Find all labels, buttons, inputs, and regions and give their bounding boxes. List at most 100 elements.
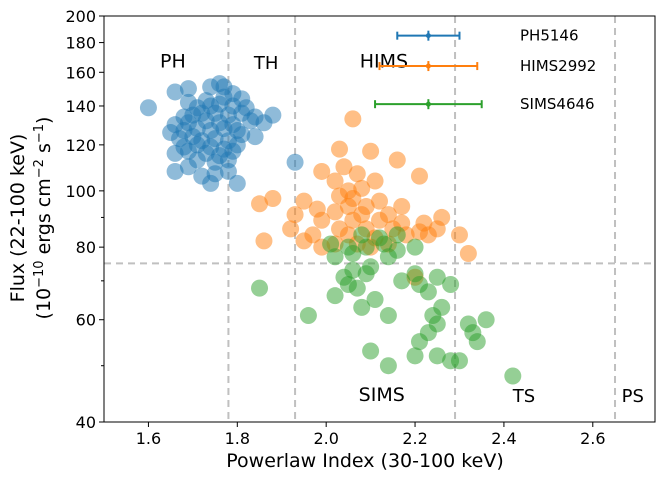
- data-point: [202, 174, 220, 192]
- data-point: [371, 211, 388, 229]
- data-point: [166, 162, 184, 180]
- data-point: [379, 248, 397, 266]
- data-point: [179, 158, 197, 176]
- data-point: [419, 283, 437, 301]
- x-tick-label: 2.0: [313, 429, 338, 448]
- data-point: [339, 197, 357, 215]
- y-axis-label-line2: (10−10 ergs cm−2 s−1): [32, 117, 56, 320]
- data-point: [166, 144, 184, 162]
- data-point: [379, 357, 397, 375]
- data-point: [477, 311, 495, 329]
- data-point: [393, 197, 411, 215]
- legend-marker: [425, 63, 431, 69]
- y-tick-label: 100: [65, 182, 96, 201]
- data-point: [344, 245, 362, 263]
- y-tick-label: 60: [76, 311, 96, 330]
- data-point: [326, 287, 344, 305]
- data-point: [264, 190, 282, 208]
- region-label-ph: PH: [160, 51, 186, 73]
- data-point: [326, 203, 344, 221]
- data-point: [410, 167, 428, 185]
- data-point: [313, 211, 331, 229]
- data-point: [331, 140, 349, 158]
- data-point: [388, 226, 406, 244]
- y-axis-label-line1: Flux (22-100 keV): [7, 134, 29, 303]
- data-point: [299, 307, 317, 325]
- x-tick-label: 1.6: [136, 429, 161, 448]
- region-label-hims: HIMS: [360, 51, 408, 73]
- y-tick-label: 40: [76, 413, 96, 432]
- data-point: [357, 265, 375, 283]
- legend-label: SIMS4646: [520, 95, 595, 113]
- region-label-ts: TS: [512, 386, 535, 407]
- legend-label: HIMS2992: [520, 57, 596, 75]
- data-point: [388, 151, 406, 169]
- data-point: [166, 83, 184, 101]
- data-point: [246, 128, 264, 146]
- data-point: [348, 165, 366, 183]
- x-tick-label: 2.2: [402, 429, 427, 448]
- legend-label: PH5146: [520, 27, 579, 45]
- data-point: [326, 172, 344, 190]
- data-point: [366, 291, 384, 309]
- data-point: [219, 162, 237, 180]
- data-point: [326, 248, 344, 266]
- data-point: [264, 106, 282, 124]
- data-point: [379, 307, 397, 325]
- data-point: [139, 99, 157, 117]
- data-point: [428, 268, 446, 286]
- data-point: [450, 352, 468, 370]
- data-point: [251, 279, 269, 297]
- data-point: [366, 172, 384, 190]
- region-labels: PH TH HIMS SIMS TS PS: [160, 51, 644, 407]
- data-point: [406, 347, 424, 365]
- x-tick-label: 2.4: [491, 429, 516, 448]
- data-point: [459, 245, 477, 263]
- data-point: [362, 342, 380, 360]
- legend-item-hims2992: HIMS2992: [378, 57, 596, 75]
- data-point: [406, 238, 424, 256]
- data-point: [419, 226, 437, 244]
- data-point: [335, 158, 353, 176]
- data-point: [450, 226, 468, 244]
- legend-marker: [425, 101, 431, 107]
- data-point: [286, 206, 304, 224]
- y-tick-label: 80: [76, 238, 96, 257]
- data-point: [468, 333, 486, 351]
- data-point: [357, 238, 375, 256]
- axis-ticks: 1.6 1.8 2.0 2.2 2.4 2.6 40 60 80 100 120 140 160 180 2…: [65, 7, 605, 448]
- data-point: [251, 195, 269, 213]
- plot-frame: [103, 15, 656, 423]
- data-series-layer: [139, 75, 522, 385]
- data-point: [371, 192, 388, 210]
- data-point: [282, 220, 300, 238]
- data-point: [228, 174, 246, 192]
- data-point: [179, 80, 197, 98]
- data-point: [295, 192, 313, 210]
- y-tick-label: 140: [65, 97, 96, 116]
- data-point: [322, 235, 340, 253]
- data-point: [375, 235, 393, 253]
- data-point: [362, 142, 380, 160]
- data-point: [242, 112, 260, 130]
- data-point: [393, 272, 411, 290]
- data-point: [504, 367, 522, 385]
- data-point: [353, 298, 371, 316]
- legend: PH5146 HIMS2992 SIMS4646: [374, 27, 596, 113]
- region-label-sims: SIMS: [359, 384, 405, 406]
- data-point: [410, 333, 428, 351]
- data-point: [348, 279, 366, 297]
- legend-item-sims4646: SIMS4646: [374, 95, 595, 113]
- region-label-th: TH: [253, 53, 279, 74]
- data-point: [295, 232, 313, 250]
- series-ph5146: [139, 75, 304, 192]
- data-point: [313, 162, 331, 180]
- data-point: [344, 211, 362, 229]
- y-tick-label: 200: [65, 7, 96, 26]
- legend-item-ph5146: PH5146: [396, 27, 579, 45]
- region-label-ps: PS: [622, 386, 644, 407]
- data-point: [344, 110, 362, 128]
- data-point: [442, 275, 460, 293]
- y-tick-label: 180: [65, 34, 96, 53]
